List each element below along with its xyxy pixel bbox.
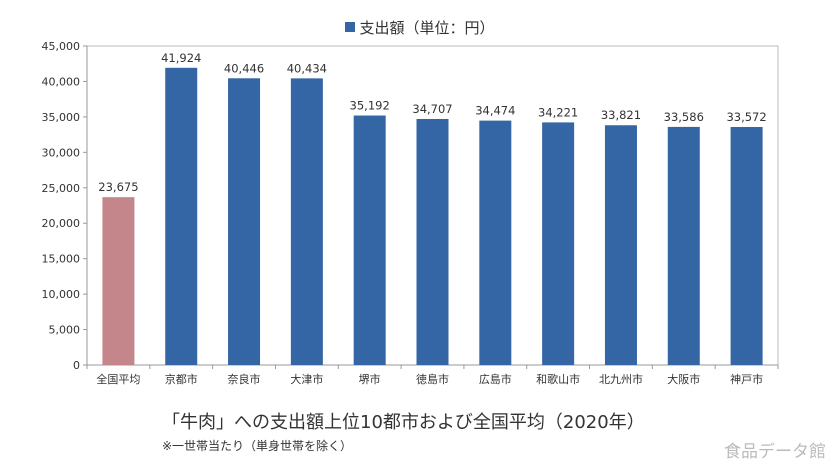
data-label: 34,474 xyxy=(475,104,515,118)
data-label: 41,924 xyxy=(161,51,201,65)
y-tick-label: 35,000 xyxy=(42,111,81,124)
data-label: 33,821 xyxy=(601,108,641,122)
y-tick-label: 25,000 xyxy=(42,182,81,195)
brand-logo: 食品データ館 xyxy=(724,442,826,462)
bar-奈良市 xyxy=(228,78,261,365)
x-tick-label: 京都市 xyxy=(165,372,198,386)
chart-title: 「牛肉」への支出額上位10都市および全国平均（2020年） xyxy=(162,412,645,433)
data-label: 40,446 xyxy=(224,61,264,75)
x-tick-label: 大津市 xyxy=(290,372,323,386)
data-label: 34,221 xyxy=(538,105,578,119)
data-label: 23,675 xyxy=(98,180,138,194)
data-label: 33,586 xyxy=(664,110,704,124)
bar-広島市 xyxy=(479,120,512,365)
data-label: 33,572 xyxy=(726,110,766,124)
x-tick-label: 奈良市 xyxy=(228,372,261,386)
y-tick-label: 15,000 xyxy=(42,253,81,266)
y-tick-label: 45,000 xyxy=(42,40,81,53)
x-tick-label: 大阪市 xyxy=(667,372,700,386)
bar-和歌山市 xyxy=(542,122,575,365)
bar-徳島市 xyxy=(416,118,449,365)
legend-swatch xyxy=(345,22,356,32)
data-label: 34,707 xyxy=(412,102,452,116)
bar-京都市 xyxy=(165,67,198,365)
x-tick-label: 北九州市 xyxy=(599,372,643,386)
x-tick-label: 神戸市 xyxy=(730,372,763,386)
bar-chart: 0 5,000 10,000 15,000 20,000 25,000 30,000 35,0… xyxy=(42,40,779,386)
y-tick-label: 40,000 xyxy=(42,75,81,88)
bar-大阪市 xyxy=(667,126,700,366)
y-tick-label: 10,000 xyxy=(42,288,81,301)
y-tick-label: 0 xyxy=(73,359,80,372)
y-tick-label: 5,000 xyxy=(49,324,81,337)
data-label: 35,192 xyxy=(350,99,390,113)
data-label: 40,434 xyxy=(287,61,327,75)
x-tick-label: 全国平均 xyxy=(96,372,140,386)
chart-note: ※一世帯当たり（単身世帯を除く） xyxy=(162,439,353,453)
bar-北九州市 xyxy=(604,125,637,365)
y-tick-label: 20,000 xyxy=(42,217,81,230)
x-tick-label: 広島市 xyxy=(479,372,512,386)
x-tick-label: 徳島市 xyxy=(416,372,449,386)
y-tick-label: 30,000 xyxy=(42,146,81,159)
x-tick-label: 堺市 xyxy=(359,372,381,386)
legend-label: 支出額（単位：円） xyxy=(359,19,495,37)
legend: 支出額（単位：円） xyxy=(0,17,840,38)
bar-大津市 xyxy=(290,78,323,366)
bar-堺市 xyxy=(353,115,386,365)
bar-神戸市 xyxy=(730,127,763,365)
bar-全国平均 xyxy=(102,197,135,365)
x-tick-label: 和歌山市 xyxy=(536,372,580,386)
